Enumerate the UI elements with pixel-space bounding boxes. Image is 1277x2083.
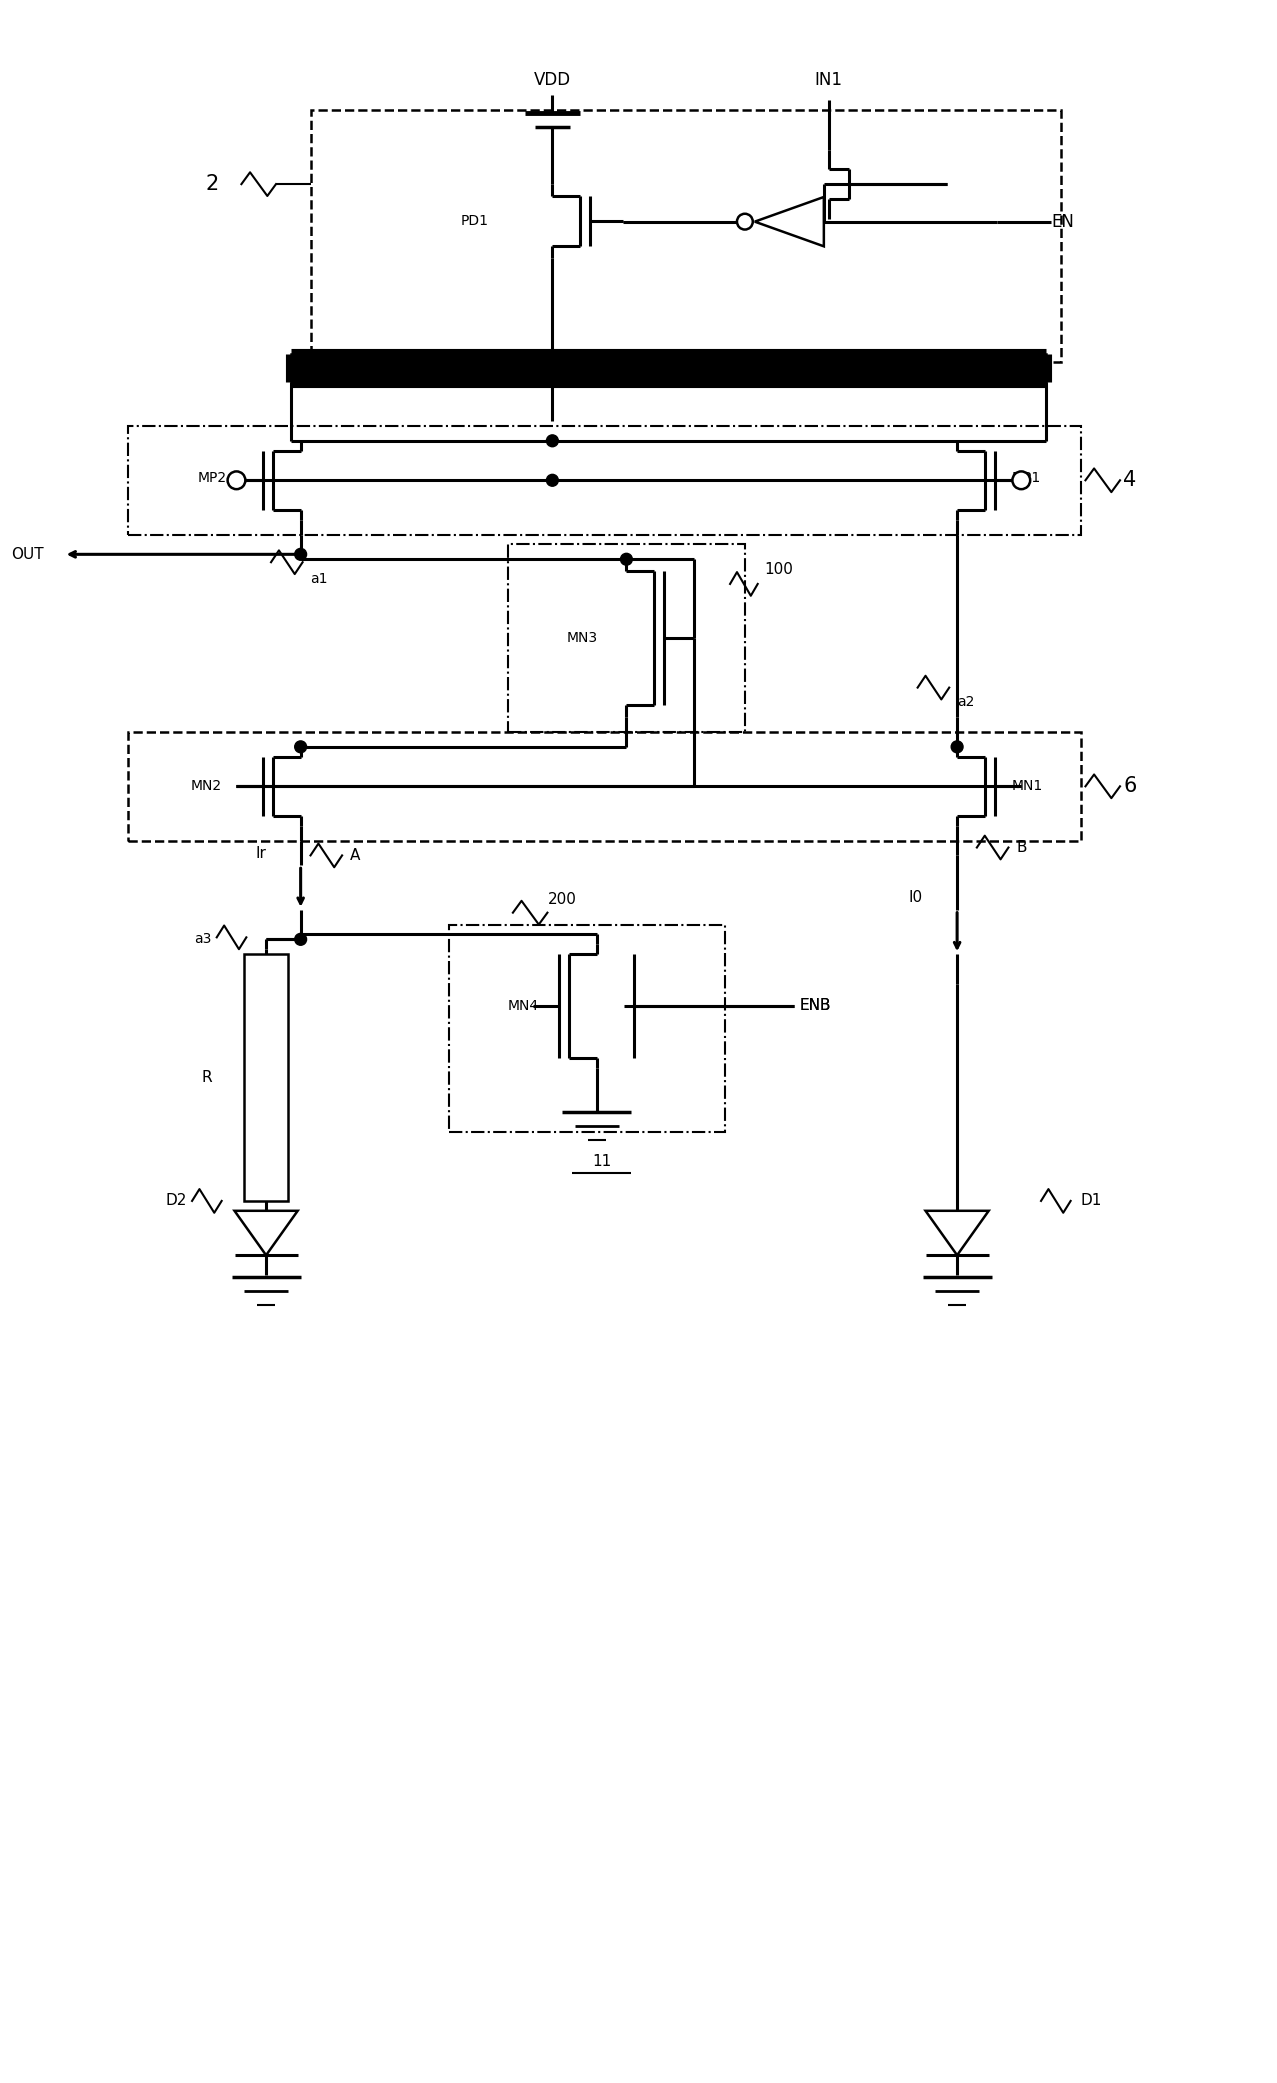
Circle shape [227,471,245,490]
Text: B: B [1016,839,1027,854]
Text: 6: 6 [1124,777,1137,796]
Text: a3: a3 [194,933,212,946]
Text: a2: a2 [958,696,974,710]
Bar [128,731,1080,842]
Text: ENB: ENB [799,998,830,1014]
Circle shape [547,435,558,446]
Text: 4: 4 [1124,471,1137,490]
Text: D2: D2 [166,1194,188,1208]
Text: VDD: VDD [534,71,571,90]
Circle shape [295,933,306,946]
Circle shape [737,215,752,229]
Text: MN2: MN2 [190,779,222,794]
Bar [128,427,1080,535]
Text: PD1: PD1 [460,215,488,229]
Text: R: R [202,1071,212,1085]
Bar [448,925,725,1131]
Circle shape [295,548,306,560]
Text: Ir: Ir [255,846,266,860]
Text: 200: 200 [548,892,577,908]
Text: D1: D1 [1080,1194,1102,1208]
Bar [310,110,1061,362]
Text: MN3: MN3 [567,631,598,646]
Text: 2: 2 [206,175,218,194]
Bar [291,354,1046,381]
Bar [244,954,287,1202]
Circle shape [295,742,306,752]
Circle shape [547,475,558,485]
Text: MN4: MN4 [507,1000,539,1012]
Circle shape [1013,471,1031,490]
Bar [291,354,1046,381]
Bar [508,544,744,731]
Text: MP1: MP1 [1011,471,1041,485]
Text: MP2: MP2 [198,471,226,485]
Text: IN1: IN1 [815,71,843,90]
Text: a1: a1 [310,573,328,585]
Text: 100: 100 [765,562,793,577]
Text: A: A [350,848,360,862]
Text: I0: I0 [908,889,922,906]
Text: EN: EN [1051,212,1074,231]
Text: ENB: ENB [799,998,830,1014]
Circle shape [951,742,963,752]
Text: 11: 11 [593,1154,612,1169]
Circle shape [621,554,632,564]
Text: MN1: MN1 [1011,779,1042,794]
Text: OUT: OUT [11,548,43,562]
